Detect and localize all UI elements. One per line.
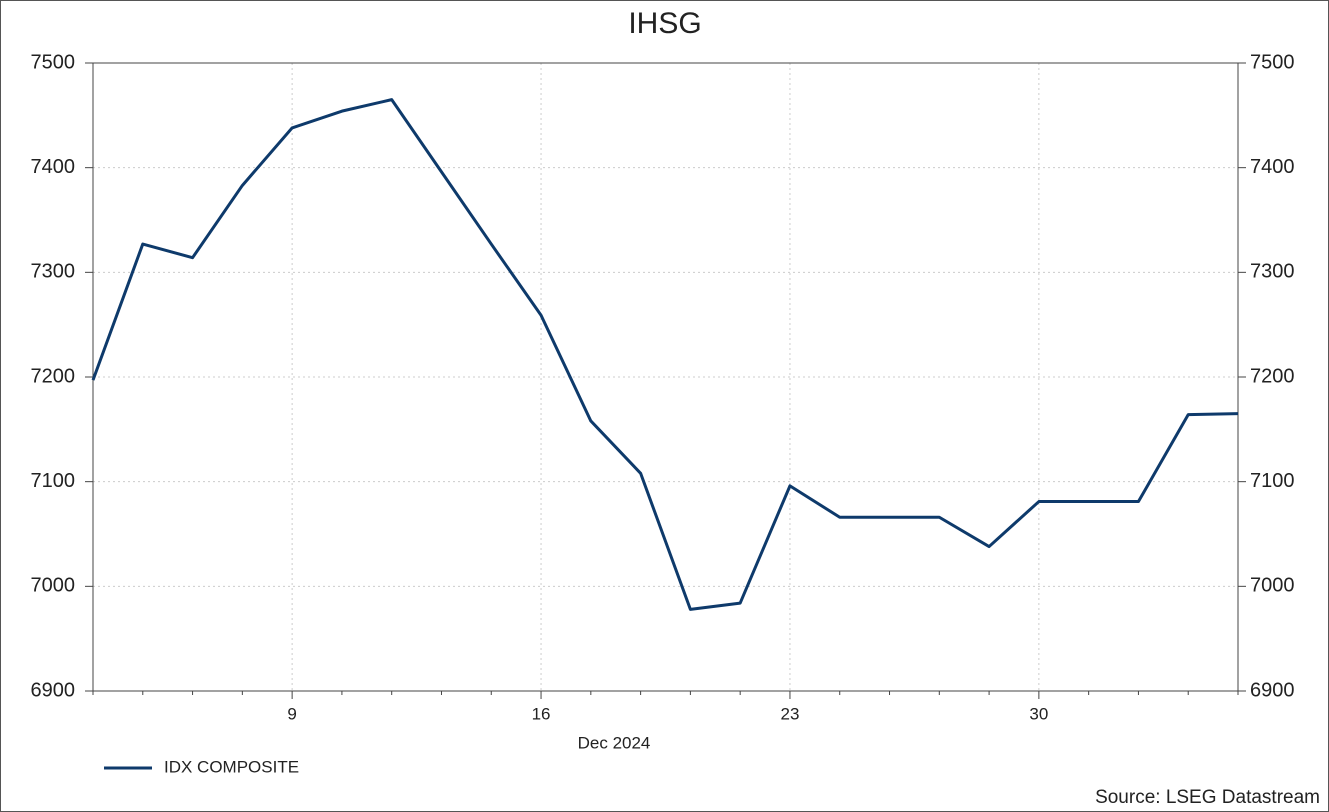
source: Source: LSEG Datastream: [1095, 787, 1320, 808]
y2-tick-label: 7200: [1250, 365, 1295, 387]
x-tick-label: 9: [287, 704, 296, 723]
y-tick-label: 7000: [31, 575, 76, 597]
line: [91, 98, 1239, 611]
x-axis-label: Dec 2024: [578, 733, 651, 752]
y-tick-label: 6900: [31, 679, 76, 701]
x-tick-label: 23: [780, 704, 799, 723]
y2-tick-label: 6900: [1250, 679, 1295, 701]
y-tick-label: 7100: [31, 470, 76, 492]
x-tick-label: 16: [532, 704, 551, 723]
legend-label: IDX COMPOSITE: [164, 757, 299, 776]
y2-tick-label: 7000: [1250, 575, 1295, 597]
y2-tick-label: 7500: [1250, 51, 1295, 73]
y2-tick-label: 7100: [1250, 470, 1295, 492]
x-tick-label: 30: [1029, 704, 1048, 723]
chart-title: IHSG: [628, 7, 701, 40]
y2-tick-label: 7400: [1250, 156, 1295, 178]
y-tick-label: 7200: [31, 365, 76, 387]
y-tick-label: 7400: [31, 156, 76, 178]
y-tick-label: 7500: [31, 51, 76, 73]
y2-tick-label: 7300: [1250, 261, 1295, 283]
y-tick-label: 7300: [31, 261, 76, 283]
